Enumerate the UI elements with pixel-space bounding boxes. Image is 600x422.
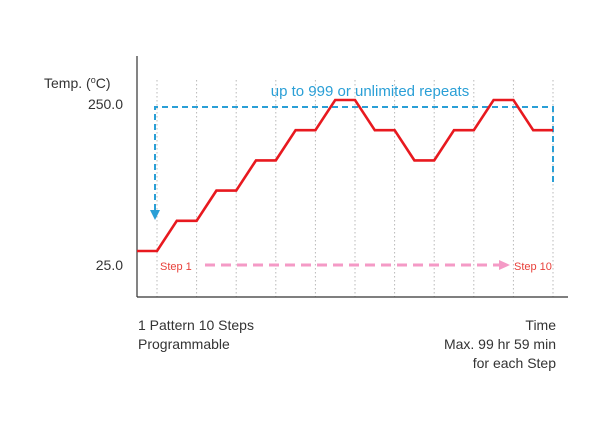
step-end-label: Step 10 bbox=[514, 261, 552, 273]
y-max-label: 250.0 bbox=[88, 96, 123, 112]
x-axis-label: Time bbox=[525, 317, 556, 333]
time-label-line2: for each Step bbox=[473, 355, 556, 371]
step-arrow-head bbox=[499, 260, 510, 270]
temperature-profile-line bbox=[137, 98, 553, 253]
pattern-label-line1: 1 Pattern 10 Steps bbox=[138, 317, 254, 333]
time-label-line1: Max. 99 hr 59 min bbox=[444, 336, 556, 352]
step-start-label: Step 1 bbox=[160, 261, 192, 273]
repeat-arrow-head bbox=[150, 210, 160, 220]
repeat-loop-line bbox=[154, 106, 554, 212]
pattern-label-line2: Programmable bbox=[138, 336, 230, 352]
repeat-label: up to 999 or unlimited repeats bbox=[271, 83, 469, 100]
y-min-label: 25.0 bbox=[96, 257, 123, 273]
y-axis-label: Temp. (oC) bbox=[44, 75, 110, 91]
